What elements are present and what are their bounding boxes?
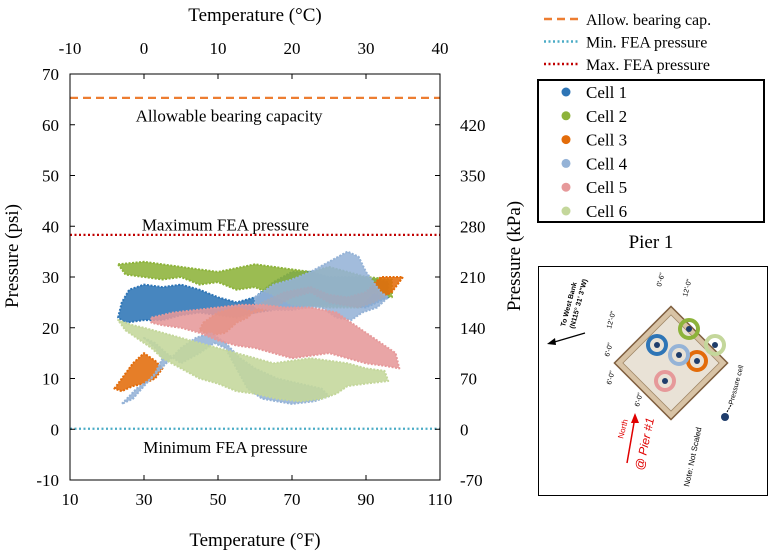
north-arrow-head [631,413,639,423]
dim-label-2: 12'-0" [682,278,694,298]
legend: Allow. bearing cap. Min. FEA pressure Max.… [537,12,765,223]
dim-label-3: 12'-0" [606,310,618,330]
y-tick-label-40: 40 [42,217,59,236]
pier-cell-ring-1 [646,334,668,356]
scatter-regions [113,250,404,405]
y2-tick-label-420: 420 [460,116,486,135]
legend-marker-cell-4 [561,158,571,168]
x-tick-label-90: 90 [358,490,375,509]
bottom-axis-label: Temperature (°F) [189,530,320,551]
y-tick-label-10: -10 [36,471,59,490]
pier-pressure-cells [646,318,726,392]
legend-marker-cell-2 [561,111,571,121]
legend-label-cell-4: Cell 4 [586,154,628,173]
y-tick-label-0: 0 [51,420,60,439]
pier-cell-center-2 [686,326,692,332]
y-tick-label-60: 60 [42,116,59,135]
y2-tick-label-280: 280 [460,217,486,236]
pressure-cell-leader [726,404,732,413]
annotation-allowable-bearing-capacity: Allowable bearing capacity [136,107,323,126]
pier-cell-ring-6 [704,334,726,356]
y2-tick-label-140: 140 [460,319,486,338]
legend-label-cell-2: Cell 2 [586,107,627,126]
north-arrow-shaft [626,416,636,464]
y-tick-label-50: 50 [42,167,59,186]
y-tick-label-70: 70 [42,65,59,84]
pier-cell-center-4 [676,352,682,358]
series-cell-5-region-1 [150,303,401,370]
series-cell-4-region-1 [254,250,390,322]
dim-label-5: 6'-0" [606,370,617,386]
x2-tick-label-30: 30 [358,39,375,58]
pier-cell-center-3 [694,358,700,364]
dim-label-4: 6'-0" [604,342,615,358]
x-tick-label-10: 10 [62,490,79,509]
pier-cell-center-6 [712,342,718,348]
legend-marker-cell-6 [561,206,571,216]
legend-label-cell-1: Cell 1 [586,83,627,102]
reference-lines: Allowable bearing capacity Minimum FEA pr… [70,96,440,457]
x2-tick-label-20: 20 [284,39,301,58]
not-scaled-note: Note: Not Scaled [682,426,703,487]
dim-label-1: 0'-6" [656,272,667,288]
pressure-cell-label: Pressure cell [728,364,745,405]
x-tick-label-50: 50 [210,490,227,509]
y-tick-label-20: 20 [42,319,59,338]
legend-label-min-fea-pressure: Min. FEA pressure [586,35,707,52]
legend-label-allow-bearing-cap: Allow. bearing cap. [586,12,711,29]
dim-label-6: 6'-0" [634,392,645,408]
y2-tick-label-70: 70 [460,370,477,389]
annotation-maximum-fea-pressure: Maximum FEA pressure [142,216,309,235]
x2-tick-label-10: 10 [210,39,227,58]
legend-marker-cell-1 [561,87,571,97]
pier-cell-ring-5 [654,370,676,392]
x2-tick-label-40: 40 [432,39,449,58]
legend-marker-cell-3 [561,135,571,145]
annotation-minimum-fea-pressure: Minimum FEA pressure [143,438,307,457]
left-axis-label: Pressure (psi) [2,204,23,308]
x2-tick-label-10: -10 [59,39,82,58]
x-tick-label-70: 70 [284,490,301,509]
pier-cell-center-5 [662,378,668,384]
legend-cell-box [537,79,765,223]
legend-label-max-fea-pressure: Max. FEA pressure [586,57,710,74]
west-bank-arrow-head [547,338,556,345]
legend-label-cell-5: Cell 5 [586,178,627,197]
axis-ticks: 10 30 50 70 90 110 -10 0 10 20 30 40 -10 0 10 20 30 40 50 6… [36,39,485,509]
legend-label-cell-3: Cell 3 [586,131,627,150]
pier-foundation-gravel [622,314,720,412]
north-label: North [616,418,630,439]
y-tick-label-10: 10 [42,370,59,389]
x-tick-label-30: 30 [136,490,153,509]
pier-number-label: @ Pier #1 [632,416,657,471]
y2-tick-label-0: 0 [460,420,469,439]
pier-layout-svg: To West Bank (N115° 31' 3"W) North @ Pie… [547,272,746,487]
x2-tick-label-0: 0 [140,39,149,58]
top-axis-label: Temperature (°C) [188,5,321,26]
legend-marker-cell-5 [561,182,571,192]
y2-tick-label-70: -70 [460,471,483,490]
y-tick-label-30: 30 [42,268,59,287]
series-cell-6-region-1 [117,319,390,403]
west-bank-arrow-shaft [550,332,586,344]
pier-diagram: To West Bank (N115° 31' 3"W) North @ Pie… [538,266,768,496]
x-tick-label-110: 110 [428,490,453,509]
y2-tick-label-210: 210 [460,268,486,287]
pressure-cell-marker [721,413,729,421]
y2-tick-label-350: 350 [460,167,486,186]
pier-cell-ring-4 [668,344,690,366]
pier-cell-center-1 [654,342,660,348]
pier-cell-ring-2 [678,318,700,340]
pier-title: Pier 1 [628,232,674,253]
right-axis-label: Pressure (kPa) [504,201,525,311]
pier-foundation [613,305,729,421]
legend-label-cell-6: Cell 6 [586,202,627,221]
